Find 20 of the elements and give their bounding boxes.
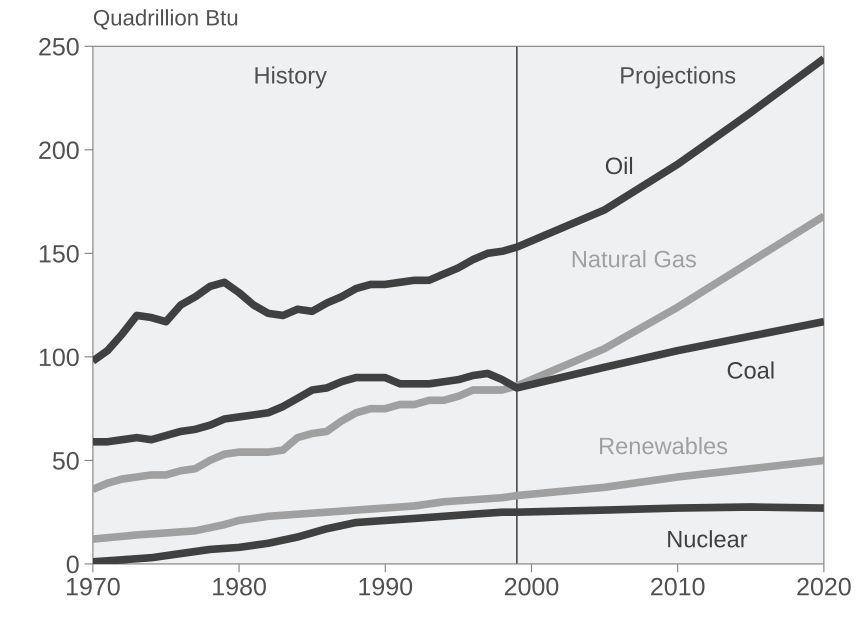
- x-tick-label: 2010: [651, 578, 705, 596]
- y-tick-label: 50: [52, 452, 79, 470]
- y-tick-label: 250: [39, 38, 79, 56]
- y-tick-label: 0: [66, 556, 79, 574]
- series-label: Natural Gas: [572, 250, 696, 268]
- y-tick-label: 200: [39, 141, 79, 160]
- x-tick-label: 1990: [359, 578, 412, 596]
- y-tick-label: 150: [40, 244, 79, 263]
- annotation: History: [255, 66, 327, 88]
- annotation: Projections: [621, 66, 736, 88]
- series-label: Coal: [728, 361, 774, 379]
- y-axis-title: Quadrillion Btu: [94, 9, 238, 30]
- x-tick-label: 2000: [504, 578, 558, 596]
- x-tick-label: 1980: [213, 578, 266, 596]
- x-tick-label: 2020: [797, 578, 851, 596]
- series-label: Renewables: [600, 436, 728, 454]
- series-label: Oil: [606, 156, 632, 174]
- x-tick-label: 1970: [66, 578, 120, 596]
- series-label: Nuclear: [668, 530, 748, 548]
- y-tick-label: 100: [40, 348, 79, 366]
